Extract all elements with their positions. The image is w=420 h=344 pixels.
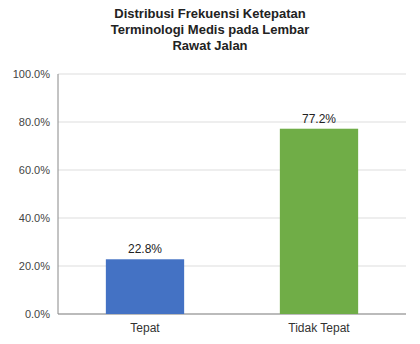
- y-axis-line: [58, 74, 59, 314]
- chart-title: Distribusi Frekuensi KetepatanTerminolog…: [111, 6, 309, 53]
- grid: [58, 74, 406, 314]
- y-tick-label: 0.0%: [25, 308, 50, 320]
- y-tick-label: 80.0%: [19, 116, 50, 128]
- y-tick-label: 100.0%: [13, 68, 51, 80]
- grid-line: [58, 122, 406, 123]
- y-tick-label: 20.0%: [19, 260, 50, 272]
- x-tick-label: Tepat: [130, 321, 160, 335]
- bar: [280, 129, 358, 314]
- y-tick-label: 60.0%: [19, 164, 50, 176]
- y-axis: 0.0% 20.0% 40.0% 60.0% 80.0% 100.0%: [13, 68, 406, 320]
- chart-container: Distribusi Frekuensi KetepatanTerminolog…: [0, 0, 420, 344]
- title-line: Rawat Jalan: [172, 38, 247, 53]
- bar: [106, 259, 184, 314]
- data-label: 77.2%: [302, 112, 336, 126]
- chart-svg: Distribusi Frekuensi KetepatanTerminolog…: [0, 0, 420, 344]
- x-axis: Tepat Tidak Tepat: [130, 321, 350, 335]
- title-line: Distribusi Frekuensi Ketepatan: [114, 6, 305, 21]
- bars: [106, 129, 358, 314]
- x-tick-label: Tidak Tepat: [288, 321, 350, 335]
- title-line: Terminologi Medis pada Lembar: [111, 22, 309, 37]
- data-label: 22.8%: [128, 242, 162, 256]
- grid-line: [58, 74, 406, 75]
- y-tick-label: 40.0%: [19, 212, 50, 224]
- labels: 22.8% 77.2%: [128, 112, 336, 257]
